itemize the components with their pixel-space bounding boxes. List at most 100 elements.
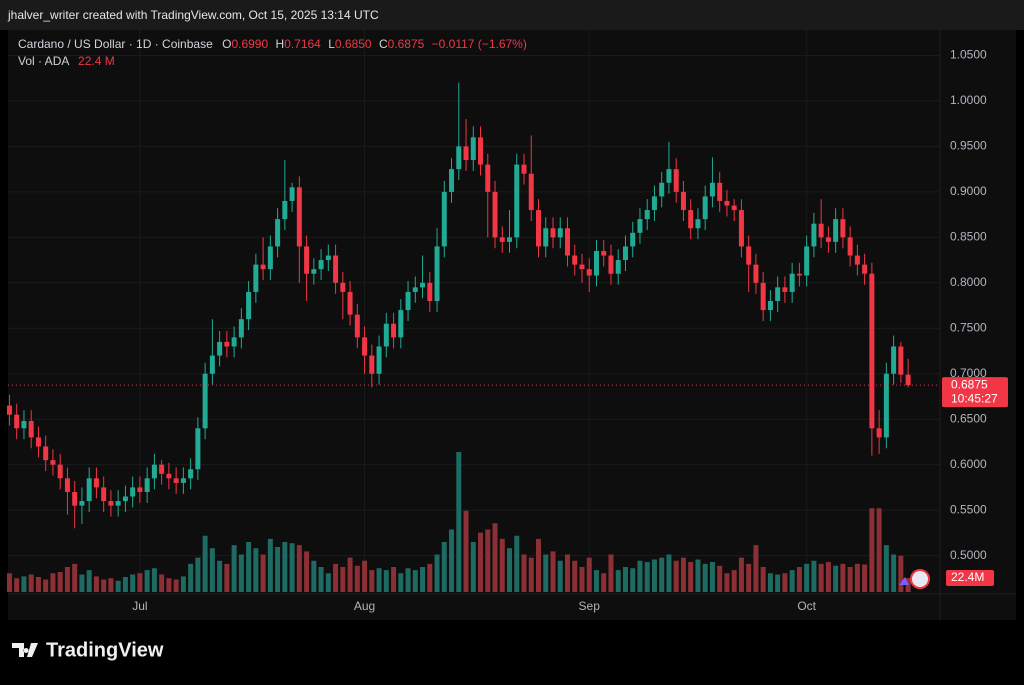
- volume-bar: [144, 570, 150, 592]
- candle-body: [275, 219, 281, 247]
- candle-body: [108, 501, 114, 506]
- volume-bar: [427, 563, 433, 592]
- candle-body: [789, 273, 795, 292]
- volume-bar: [209, 548, 215, 592]
- volume-legend: Vol · ADA 22.4 M: [18, 54, 115, 68]
- volume-bar: [782, 573, 788, 592]
- candle-body: [231, 337, 237, 347]
- volume-bar: [195, 557, 201, 592]
- candle-body: [630, 232, 636, 247]
- candle-body: [514, 164, 520, 238]
- candle-body: [420, 282, 426, 288]
- volume-bar: [862, 564, 868, 592]
- candle-body: [804, 246, 810, 276]
- badge: [910, 569, 930, 589]
- volume-bar: [173, 579, 179, 592]
- legend-key: H: [275, 37, 284, 51]
- candle-body: [21, 421, 27, 429]
- candle-body: [260, 264, 266, 270]
- volume-bar: [659, 557, 665, 592]
- volume-bar: [57, 572, 63, 592]
- volume-bar: [441, 542, 447, 592]
- volume-bar: [572, 560, 578, 592]
- volume-bar: [680, 557, 686, 592]
- volume-bar: [115, 580, 121, 592]
- candle-body: [376, 346, 382, 374]
- candle-body: [130, 487, 136, 497]
- candle-body: [412, 287, 418, 292]
- candle-body: [717, 182, 723, 201]
- volume-bar: [557, 560, 563, 592]
- candle-body: [405, 291, 411, 311]
- candle-body: [398, 310, 404, 338]
- volume-bar: [86, 570, 92, 592]
- volume-bar: [507, 548, 513, 592]
- candle-body: [499, 237, 505, 242]
- volume-bar: [818, 563, 824, 592]
- volume-bar: [666, 554, 672, 592]
- candle-body: [6, 405, 12, 415]
- candle-body: [470, 137, 476, 161]
- volume-bar: [231, 545, 237, 592]
- candle-body: [144, 478, 150, 492]
- candle-body: [137, 487, 143, 492]
- y-tick-label: 0.5000: [950, 548, 987, 562]
- candle-body: [180, 478, 186, 483]
- volume-bar: [43, 579, 49, 592]
- candle-body: [854, 255, 860, 265]
- volume-bar: [521, 554, 527, 592]
- volume-bar: [804, 563, 810, 592]
- volume-bar: [383, 570, 389, 592]
- candle-body: [702, 196, 708, 220]
- candle-body: [391, 323, 397, 338]
- volume-bar: [289, 543, 295, 592]
- candle-body: [753, 264, 759, 283]
- candle-body: [615, 260, 621, 274]
- volume-bar: [14, 578, 20, 592]
- volume-bar: [188, 563, 194, 592]
- candle-body: [485, 164, 491, 192]
- candle-body: [238, 319, 244, 338]
- volume-bar: [64, 567, 70, 592]
- volume-bar: [760, 567, 766, 592]
- candle-body: [572, 255, 578, 265]
- volume-bar: [840, 563, 846, 592]
- volume-bar: [238, 554, 244, 592]
- candle-body: [296, 187, 302, 247]
- candle-body: [195, 428, 201, 470]
- legend-value: 22.4 M: [78, 54, 115, 68]
- legend-value: 0.6850: [335, 37, 372, 51]
- volume-bar: [224, 563, 230, 592]
- candle-body: [347, 291, 353, 315]
- volume-bar: [622, 567, 628, 592]
- volume-bar: [833, 565, 839, 592]
- volume-bar: [354, 565, 360, 592]
- volume-bar: [151, 568, 157, 592]
- volume-bar: [543, 554, 549, 592]
- brand: TradingView: [12, 639, 164, 661]
- candle-body: [709, 182, 715, 197]
- volume-bar: [702, 563, 708, 592]
- volume-bar: [847, 567, 853, 592]
- candle-body: [608, 255, 614, 274]
- candle-body: [427, 282, 433, 301]
- volume-bar: [478, 532, 484, 592]
- candle-body: [101, 487, 107, 502]
- candle-body: [151, 464, 157, 479]
- candle-body: [115, 501, 121, 506]
- y-tick-label: 1.0500: [950, 48, 987, 62]
- candle-body: [93, 478, 99, 488]
- candle-body: [318, 260, 324, 270]
- legend-value: 0.6990: [231, 37, 268, 51]
- volume-tag-box: [946, 570, 994, 586]
- candle-body: [673, 169, 679, 192]
- volume-bar: [876, 508, 882, 592]
- candle-body: [507, 237, 513, 242]
- volume-bar: [492, 523, 498, 592]
- candle-body: [796, 273, 802, 276]
- candle-body: [637, 219, 643, 233]
- volume-bar: [35, 577, 41, 592]
- volume-bar: [564, 554, 570, 592]
- candle-body: [898, 346, 904, 375]
- candle-body: [847, 237, 853, 256]
